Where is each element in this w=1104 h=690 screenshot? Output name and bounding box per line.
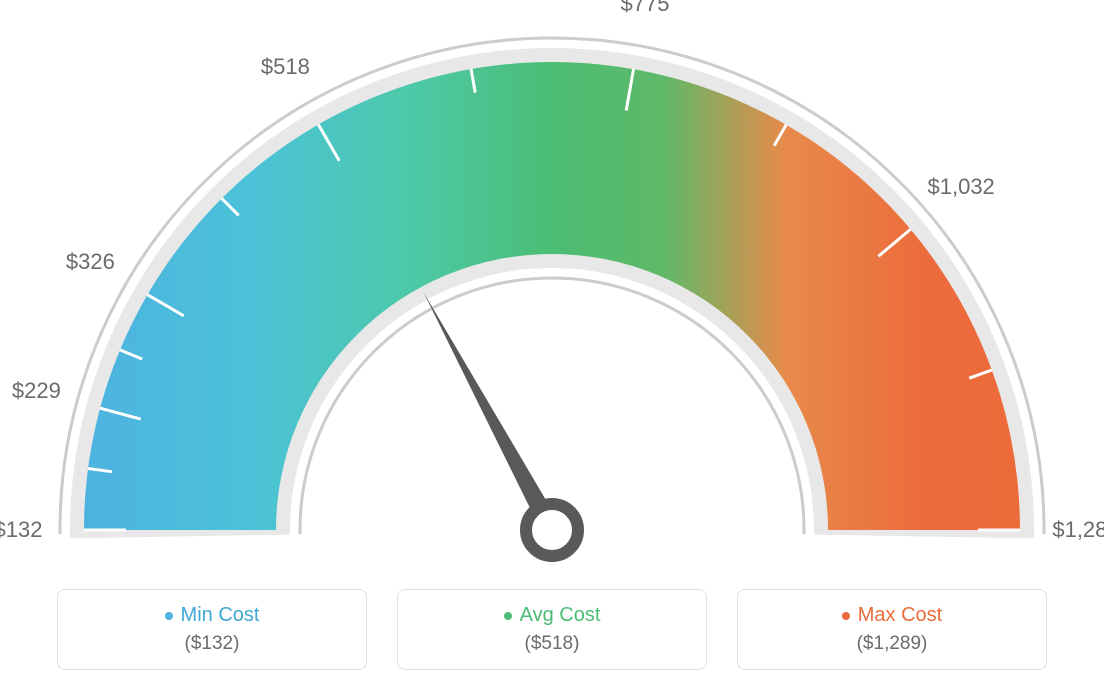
gauge-tick-label: $518	[261, 54, 310, 80]
legend-title-avg: Avg Cost	[520, 604, 601, 627]
gauge-tick-label: $326	[66, 249, 115, 275]
gauge-tick-label: $775	[621, 0, 670, 17]
legend-row: Min Cost ($132) Avg Cost ($518) Max Cost…	[0, 589, 1104, 670]
gauge-chart: $132 $229 $326 $518 $775 $1,032 $1,289	[0, 0, 1104, 560]
legend-value-max: ($1,289)	[758, 633, 1026, 655]
gauge-tick-label: $229	[12, 378, 61, 404]
legend-dot-avg	[504, 612, 512, 620]
legend-card-avg: Avg Cost ($518)	[397, 589, 707, 670]
legend-title-min: Min Cost	[181, 604, 260, 627]
gauge-tick-label: $1,289	[1052, 517, 1104, 543]
legend-title-max: Max Cost	[858, 604, 942, 627]
legend-card-max: Max Cost ($1,289)	[737, 589, 1047, 670]
legend-dot-max	[842, 612, 850, 620]
legend-value-avg: ($518)	[418, 633, 686, 655]
gauge-svg	[0, 0, 1104, 580]
gauge-tick-label: $1,032	[928, 174, 995, 200]
legend-dot-min	[165, 612, 173, 620]
legend-card-min: Min Cost ($132)	[57, 589, 367, 670]
gauge-tick-label: $132	[0, 517, 42, 543]
legend-value-min: ($132)	[78, 633, 346, 655]
